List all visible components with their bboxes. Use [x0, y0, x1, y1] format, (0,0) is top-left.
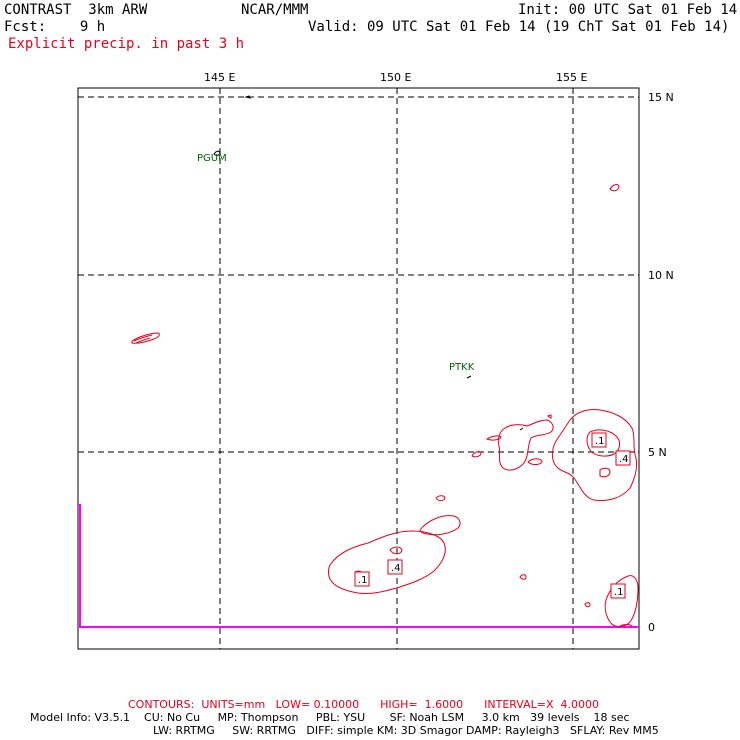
lat-label-0: 0 [648, 621, 655, 634]
contour-label-box [615, 450, 631, 466]
contour-cell [419, 515, 461, 536]
contour-cell [389, 546, 403, 555]
contour-label-text: .4 [619, 454, 629, 465]
contour-cell [519, 574, 527, 580]
lat-label-5n: 5 N [648, 446, 667, 459]
contour-cell [604, 575, 639, 627]
field-title: Explicit precip. in past 3 h [8, 36, 245, 52]
coastlines [213, 95, 524, 431]
contour-label-text: .1 [358, 575, 368, 586]
contour-cell [131, 332, 160, 344]
lon-label-155e: 155 E [556, 71, 587, 84]
contour-label-box [354, 571, 370, 587]
lon-label-145e: 145 E [204, 71, 235, 84]
axis-labels: 145 E 150 E 155 E 15 N 10 N 5 N 0 [204, 71, 674, 634]
contour-cell [471, 451, 482, 458]
island-east [519, 427, 524, 431]
forecast-hour: Fcst: 9 h [4, 19, 106, 35]
map-frame [77, 87, 640, 650]
valid-time: Valid: 09 UTC Sat 01 Feb 14 (19 ChT Sat … [308, 19, 730, 35]
contour-label-box [610, 583, 626, 599]
contour-cell [584, 602, 591, 608]
lon-label-150e: 150 E [380, 71, 411, 84]
contour-cell [497, 419, 554, 471]
lat-label-15n: 15 N [648, 91, 674, 104]
station-labels: PGUM PTKK [197, 153, 475, 373]
contour-cell [619, 624, 633, 627]
precip-contours [131, 184, 639, 627]
model-info-line-1: Model Info: V3.5.1 CU: No Cu MP: Thompso… [30, 711, 630, 724]
contour-cell [546, 414, 552, 419]
contour-cell [133, 334, 153, 342]
station-label-pgum: PGUM [197, 153, 227, 164]
init-time: Init: 00 UTC Sat 01 Feb 14 [518, 2, 738, 18]
contour-label-text: .1 [595, 436, 605, 447]
contour-cell [328, 530, 446, 594]
island-north [244, 95, 251, 99]
domain-boundary [78, 504, 639, 628]
contour-label-boxes [354, 432, 631, 599]
contour-cell [586, 429, 621, 457]
model-info-line-2: LW: RRTMG SW: RRTMG DIFF: simple KM: 3D … [153, 724, 659, 737]
contour-cell [527, 458, 543, 465]
contour-info: CONTOURS: UNITS=mm LOW= 0.10000 HIGH= 1.… [128, 698, 600, 711]
organization-label: NCAR/MMM [241, 2, 309, 18]
contour-cell [135, 337, 151, 344]
contour-label-text: .1 [614, 587, 624, 598]
island-guam [213, 150, 221, 156]
contour-cell [435, 495, 446, 502]
contour-label-box [387, 559, 403, 575]
contour-label-box [591, 432, 607, 448]
contour-cell [609, 184, 620, 192]
contour-cell [551, 409, 637, 501]
island-chuuk [466, 375, 472, 379]
model-title: CONTRAST 3km ARW [4, 2, 148, 18]
contour-label-texts: .1 .4 .4 .1 .1 [358, 436, 629, 598]
contour-cell [599, 467, 611, 478]
contour-label-text: .4 [391, 563, 401, 574]
graticule [78, 88, 639, 649]
contour-cell [485, 435, 502, 441]
station-label-ptkk: PTKK [449, 362, 475, 373]
lat-label-10n: 10 N [648, 269, 674, 282]
